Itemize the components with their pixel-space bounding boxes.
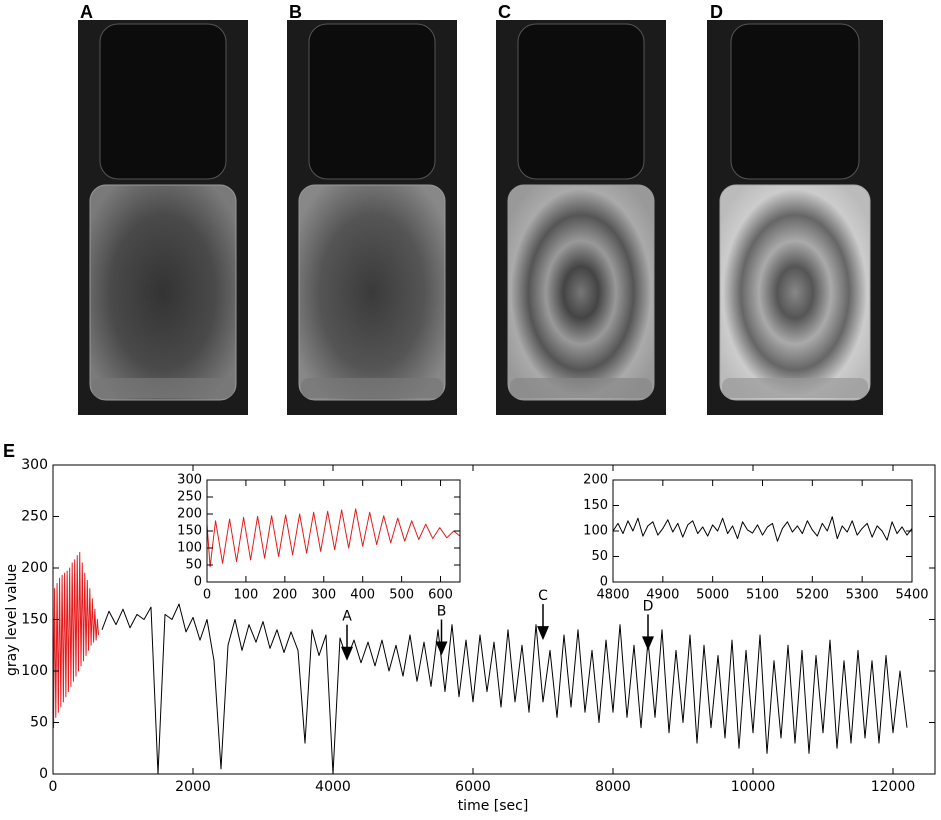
annotation-arrowhead [435, 641, 448, 656]
panel-label: A [80, 2, 93, 22]
annotation-arrowhead [642, 636, 654, 651]
x-axis-label: time [sec] [458, 798, 529, 814]
x-tick-label: 5400 [895, 588, 928, 603]
plot-area [53, 552, 908, 774]
y-tick-label: 200 [583, 473, 608, 488]
panel-label: B [289, 2, 302, 22]
y-tick-label: 100 [21, 663, 48, 679]
x-tick-label: 600 [428, 588, 453, 603]
x-tick-label: 200 [272, 588, 297, 603]
panel-label: C [498, 2, 511, 22]
annotation-label: B [437, 604, 447, 620]
series-line [207, 508, 460, 568]
x-tick-label: 5200 [796, 588, 829, 603]
plot-area [613, 516, 912, 542]
x-tick-label: 500 [389, 588, 414, 603]
photo-a [78, 20, 248, 415]
y-tick-label: 100 [177, 541, 202, 556]
x-tick-label: 12000 [871, 779, 916, 795]
inset-background [613, 480, 912, 582]
x-tick-label: 300 [311, 588, 336, 603]
x-tick-label: 2000 [175, 779, 211, 795]
x-tick-label: 6000 [455, 779, 491, 795]
x-tick-label: 100 [234, 588, 259, 603]
x-tick-label: 5000 [696, 588, 729, 603]
y-tick-label: 150 [177, 524, 202, 539]
x-tick-label: 8000 [595, 779, 631, 795]
photo-b [287, 20, 457, 415]
y-tick-label: 200 [21, 560, 48, 576]
y-tick-label: 50 [185, 558, 202, 573]
panel-label: E [3, 441, 15, 461]
x-tick-label: 4900 [646, 588, 679, 603]
y-tick-label: 150 [583, 498, 608, 513]
x-tick-label: 4800 [596, 588, 629, 603]
y-tick-label: 250 [21, 509, 48, 525]
plot-area [207, 508, 460, 568]
annotation-arrowhead [537, 626, 549, 641]
annotation-arrowhead [341, 646, 353, 661]
series-line [613, 516, 912, 542]
x-tick-label: 10000 [731, 779, 776, 795]
x-tick-label: 5100 [746, 588, 779, 603]
y-tick-label: 50 [30, 715, 48, 731]
inset-background [207, 480, 460, 582]
photo-c [496, 20, 666, 415]
y-tick-label: 0 [39, 766, 48, 782]
y-tick-label: 250 [177, 490, 202, 505]
series-line [53, 552, 99, 729]
photo-d [707, 20, 883, 415]
x-tick-label: 5300 [846, 588, 879, 603]
y-tick-label: 200 [177, 507, 202, 522]
y-tick-label: 150 [21, 612, 48, 628]
y-tick-label: 0 [194, 575, 202, 590]
y-tick-label: 50 [591, 549, 608, 564]
y-tick-label: 100 [583, 524, 608, 539]
x-tick-label: 4000 [315, 779, 351, 795]
annotation-label: A [342, 609, 352, 625]
y-axis-label: gray level value [4, 564, 20, 676]
x-tick-label: 0 [49, 779, 58, 795]
x-tick-label: 0 [203, 588, 211, 603]
panel-label: D [710, 2, 723, 22]
x-tick-label: 400 [350, 588, 375, 603]
series-line [101, 603, 908, 774]
y-tick-label: 0 [600, 575, 608, 590]
y-tick-label: 300 [177, 473, 202, 488]
y-tick-label: 300 [21, 457, 48, 473]
annotation-label: D [643, 598, 654, 614]
annotation-label: C [538, 588, 548, 604]
